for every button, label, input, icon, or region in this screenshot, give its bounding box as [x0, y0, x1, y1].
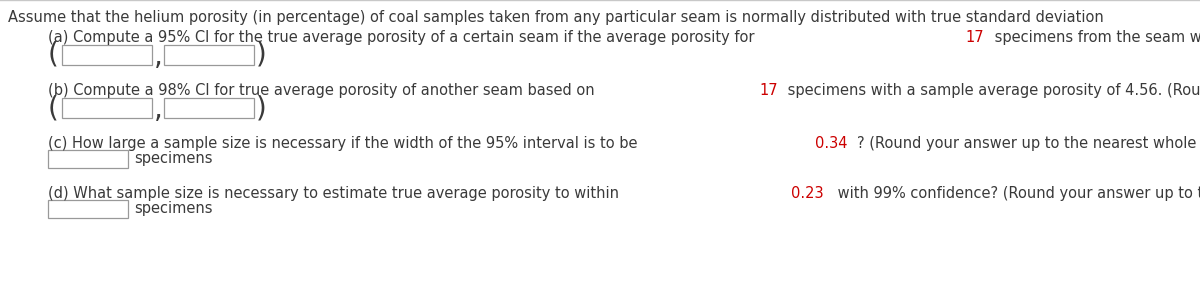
Bar	[62, 45, 152, 65]
Text: with 99% confidence? (Round your answer up to the nearest whole number.): with 99% confidence? (Round your answer …	[833, 186, 1200, 201]
Text: 17: 17	[966, 30, 984, 45]
Text: (b) Compute a 98% CI for true average porosity of another seam based on: (b) Compute a 98% CI for true average po…	[48, 83, 599, 98]
Text: ,: ,	[154, 43, 163, 71]
Text: 17: 17	[760, 83, 778, 98]
Bar	[164, 45, 254, 65]
Text: Assume that the helium porosity (in percentage) of coal samples taken from any p: Assume that the helium porosity (in perc…	[8, 10, 1109, 25]
Text: (a) Compute a 95% CI for the true average porosity of a certain seam if the aver: (a) Compute a 95% CI for the true averag…	[48, 30, 760, 45]
Text: (: (	[48, 41, 59, 69]
Text: specimens: specimens	[134, 151, 212, 166]
Bar	[48, 150, 128, 168]
Text: 0.23: 0.23	[791, 186, 823, 201]
Text: specimens: specimens	[134, 201, 212, 216]
Text: (: (	[48, 94, 59, 122]
Text: 0.34: 0.34	[815, 136, 847, 151]
Text: specimens with a sample average porosity of 4.56. (Round your answers to two dec: specimens with a sample average porosity…	[784, 83, 1200, 98]
Text: ? (Round your answer up to the nearest whole number.): ? (Round your answer up to the nearest w…	[857, 136, 1200, 151]
Bar	[62, 98, 152, 118]
Text: specimens from the seam was 4.85. (Round your answers to two decimal places.): specimens from the seam was 4.85. (Round…	[990, 30, 1200, 45]
Text: ): )	[256, 41, 266, 69]
Text: (d) What sample size is necessary to estimate true average porosity to within: (d) What sample size is necessary to est…	[48, 186, 624, 201]
Text: (c) How large a sample size is necessary if the width of the 95% interval is to : (c) How large a sample size is necessary…	[48, 136, 642, 151]
Text: ,: ,	[154, 96, 163, 124]
Text: ): )	[256, 94, 266, 122]
Bar	[48, 200, 128, 218]
Bar	[164, 98, 254, 118]
